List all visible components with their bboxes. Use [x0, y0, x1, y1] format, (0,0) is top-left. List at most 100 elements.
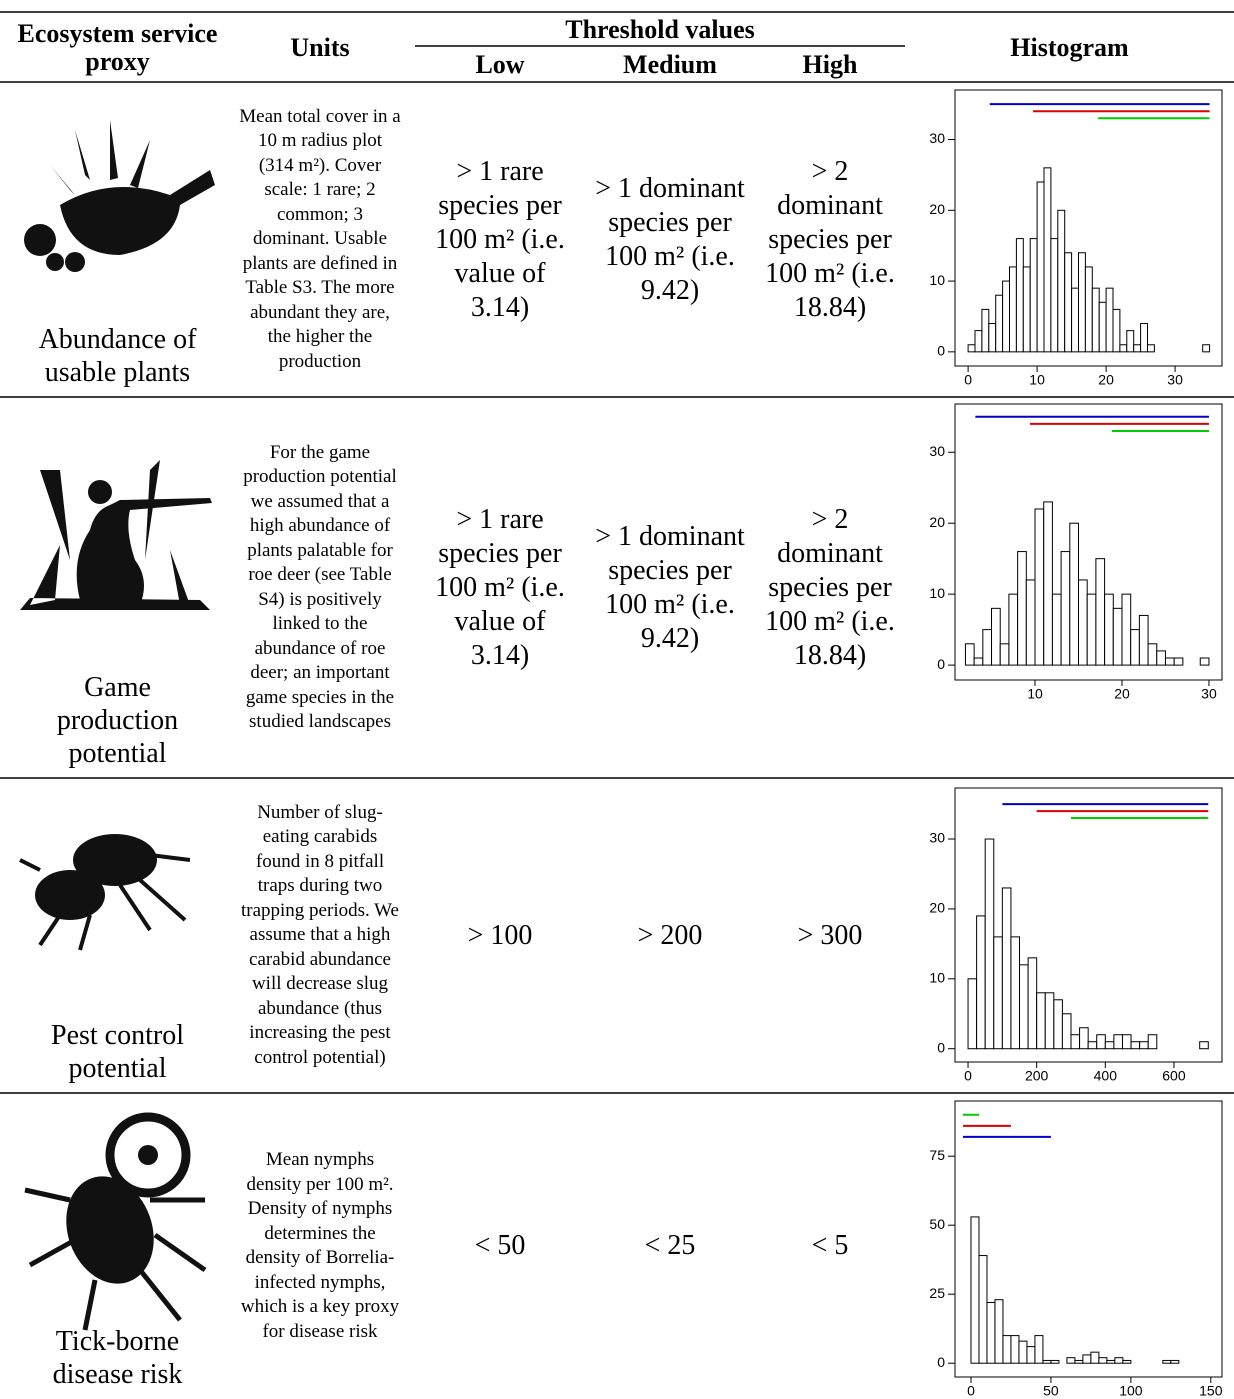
histogram-bar	[1146, 344, 1155, 353]
icon-tick	[24, 1112, 207, 1331]
header-high: High	[802, 50, 858, 79]
y-tick-label: 10	[929, 585, 945, 601]
histogram-bar	[1202, 344, 1211, 353]
histogram-bar	[1104, 593, 1114, 666]
histogram-bar	[1069, 522, 1079, 666]
histogram-bar	[1017, 551, 1027, 666]
y-tick-label: 20	[929, 201, 945, 217]
units-text: Mean nymphs density per 100 m². Density …	[240, 1149, 400, 1342]
high-threshold: > 2 dominant species per 100 m² (i.e. 18…	[765, 155, 895, 323]
histogram-bar	[1070, 1034, 1081, 1050]
histogram-bar	[1077, 252, 1086, 353]
low-threshold: > 100	[467, 919, 533, 951]
histogram-bar	[1199, 657, 1210, 666]
histogram-bar	[1133, 344, 1142, 353]
y-tick-label: 30	[929, 830, 945, 846]
icon-hunter	[20, 460, 213, 610]
histogram-bar	[1105, 287, 1114, 353]
histogram-bar	[986, 1301, 996, 1364]
y-tick-label: 0	[937, 343, 945, 359]
histogram-bar	[1044, 992, 1055, 1050]
histogram-bar	[1042, 1359, 1052, 1364]
histogram-bar	[1147, 643, 1158, 666]
high-threshold: > 2 dominant species per 100 m² (i.e. 18…	[765, 503, 895, 671]
y-tick-label: 75	[929, 1147, 945, 1163]
proxy-name: Game production potential	[56, 672, 179, 769]
y-tick-label: 10	[929, 272, 945, 288]
histogram-bar	[1019, 964, 1029, 1050]
histogram-bar	[1079, 1027, 1089, 1050]
histogram-bar	[1156, 650, 1166, 666]
x-tick-label: 30	[1201, 686, 1217, 702]
histogram-bar	[1064, 252, 1073, 353]
histogram-bar	[982, 629, 993, 666]
medium-threshold: > 200	[637, 919, 703, 951]
histogram-bar	[970, 1216, 980, 1364]
histogram-bar	[1199, 1041, 1209, 1050]
histogram-bar	[1122, 1359, 1132, 1364]
histogram-bar	[1077, 579, 1088, 666]
plot-frame	[954, 1100, 1223, 1378]
units-text: Number of slug-eating carabids found in …	[240, 801, 399, 1068]
low-threshold: < 50	[474, 1230, 526, 1261]
high-threshold: > 300	[797, 919, 863, 951]
histogram-bar	[1164, 657, 1175, 666]
histogram-bar	[1002, 280, 1011, 353]
histogram-bar	[1173, 657, 1184, 666]
histogram-bar	[1095, 558, 1106, 666]
histogram-bar	[995, 294, 1004, 353]
histogram-bar	[1090, 1351, 1100, 1364]
y-tick-label: 20	[929, 900, 945, 916]
histogram-bar	[1050, 1359, 1060, 1364]
histogram-bar	[1170, 1359, 1180, 1364]
histogram-bar	[1010, 936, 1021, 1050]
histogram-bar	[1015, 238, 1024, 353]
histogram-bar	[1009, 266, 1017, 353]
histogram-bar	[1050, 238, 1059, 353]
units-text: Mean total cover in a 10 m radius plot (…	[239, 105, 401, 372]
histogram-bar	[1043, 167, 1052, 353]
histogram-bar	[993, 936, 1003, 1050]
header-low: Low	[475, 50, 525, 79]
histogram-bar	[978, 1255, 988, 1364]
histogram-bar	[1057, 209, 1066, 353]
header-histogram: Histogram	[1010, 33, 1129, 62]
histogram-bar	[1147, 1034, 1158, 1050]
rules	[0, 11, 1234, 1094]
y-tick-label: 0	[937, 1039, 945, 1055]
histogram-bar	[976, 915, 986, 1050]
medium-threshold: > 1 dominant species per 100 m² (i.e. 9.…	[595, 172, 745, 306]
histogram-bar	[964, 643, 975, 666]
histogram-bar	[1084, 266, 1093, 353]
histogram-bar	[1036, 181, 1045, 353]
y-tick-label: 30	[929, 130, 945, 146]
histogram-bar	[1106, 1359, 1116, 1364]
histogram-bar	[1060, 551, 1071, 666]
histogram-bar	[1119, 344, 1128, 353]
histogram-bar	[1126, 330, 1135, 353]
x-tick-label: 20	[1098, 372, 1114, 388]
histogram-bar	[999, 643, 1010, 666]
x-tick-label: 0	[967, 1383, 975, 1399]
histogram-bar	[1113, 1034, 1123, 1050]
histogram-bar	[973, 657, 984, 666]
histogram-bar	[1053, 999, 1063, 1050]
y-tick-label: 20	[929, 514, 945, 530]
histogram-bar	[984, 838, 995, 1050]
histogram-bar	[1098, 301, 1107, 353]
histogram-bar	[1010, 1335, 1020, 1364]
medium-threshold: > 1 dominant species per 100 m² (i.e. 9.…	[595, 520, 745, 654]
histogram-bar	[1034, 1335, 1044, 1364]
histogram-bar	[1087, 1041, 1098, 1050]
histogram-bar	[1139, 1041, 1149, 1050]
x-tick-label: 150	[1199, 1383, 1223, 1399]
low-threshold: > 1 rare species per 100 m² (i.e. value …	[435, 503, 565, 671]
x-tick-label: 30	[1167, 372, 1183, 388]
histogram-bar	[1051, 593, 1062, 666]
histogram-bar	[1138, 614, 1149, 666]
x-tick-label: 10	[1029, 372, 1045, 388]
y-tick-label: 25	[929, 1285, 945, 1301]
histogram-bar	[1018, 1340, 1028, 1364]
